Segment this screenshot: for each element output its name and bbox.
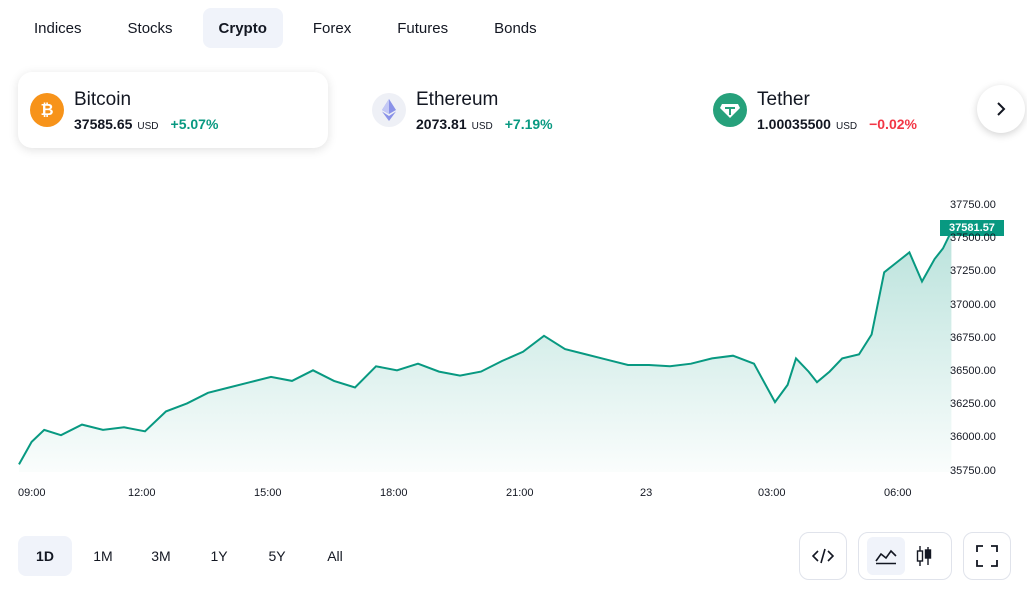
tab-bonds[interactable]: Bonds <box>494 19 537 37</box>
ticker-currency: USD <box>835 120 858 132</box>
tab-crypto[interactable]: Crypto <box>202 8 283 48</box>
candlestick-icon <box>916 546 932 566</box>
y-tick-label: 37250.00 <box>950 265 996 278</box>
ticker-name: Tether <box>757 88 810 110</box>
ticker-card-tether[interactable]: Tether 1.00035500 USD −0.02% <box>713 72 963 148</box>
y-tick-label: 37500.00 <box>950 232 996 245</box>
chevron-right-icon <box>997 102 1006 116</box>
embed-button[interactable] <box>799 532 847 580</box>
tab-futures[interactable]: Futures <box>397 19 449 37</box>
tab-indices[interactable]: Indices <box>34 19 82 37</box>
ticker-card-ethereum[interactable]: Ethereum 2073.81 USD +7.19% <box>372 72 672 148</box>
range-1m[interactable]: 1M <box>93 548 113 564</box>
area-chart-button[interactable] <box>867 537 905 575</box>
range-5y[interactable]: 5Y <box>268 548 286 564</box>
x-tick-label: 12:00 <box>128 487 156 499</box>
market-tabs: Indices Stocks Crypto Forex Futures Bond… <box>18 8 567 48</box>
y-tick-label: 36750.00 <box>950 331 996 344</box>
embed-code-icon <box>812 548 834 564</box>
x-tick-label: 21:00 <box>506 487 534 499</box>
ticker-price: 37585.65 <box>74 115 133 132</box>
x-tick-label: 03:00 <box>758 487 786 499</box>
last-price-tag: 37581.57 <box>940 220 1004 236</box>
y-tick-label: 36500.00 <box>950 365 996 377</box>
range-1d[interactable]: 1D <box>18 536 72 576</box>
fullscreen-button[interactable] <box>963 532 1011 580</box>
svg-text:₿: ₿ <box>40 100 53 119</box>
bitcoin-icon: ₿ <box>30 93 64 127</box>
x-tick-label: 06:00 <box>884 487 912 499</box>
ticker-change: −0.02% <box>869 115 917 132</box>
next-tickers-button[interactable] <box>977 85 1025 133</box>
x-tick-label: 09:00 <box>18 487 46 499</box>
y-tick-label: 37000.00 <box>950 298 996 311</box>
ticker-name: Bitcoin <box>74 88 132 110</box>
ticker-currency: USD <box>137 120 159 132</box>
tether-icon <box>713 93 747 127</box>
ticker-card-bitcoin[interactable]: ₿ Bitcoin 37585.65 USD +5.07% <box>18 72 328 148</box>
tab-stocks[interactable]: Stocks <box>127 19 173 37</box>
x-tick-label: 15:00 <box>254 487 282 499</box>
range-1y[interactable]: 1Y <box>210 548 228 564</box>
area-chart-icon <box>875 549 897 565</box>
ticker-name: Ethereum <box>416 88 499 110</box>
chart-area-fill <box>19 231 952 472</box>
range-all[interactable]: All <box>327 548 343 564</box>
chart-type-switcher <box>858 532 952 580</box>
chart-price-line <box>18 230 953 465</box>
y-tick-label: 36250.00 <box>950 398 996 411</box>
y-tick-label: 37750.00 <box>950 199 996 211</box>
ticker-change: +7.19% <box>504 115 553 132</box>
y-tick-label: 36000.00 <box>950 431 996 444</box>
x-tick-label: 23 <box>640 487 653 499</box>
ticker-price: 1.00035500 <box>757 115 831 132</box>
ticker-change: +5.07% <box>170 115 219 132</box>
range-3m[interactable]: 3M <box>151 548 171 564</box>
price-chart[interactable] <box>0 160 1027 490</box>
y-tick-label: 35750.00 <box>950 464 996 477</box>
ethereum-icon <box>372 93 406 127</box>
ticker-currency: USD <box>471 120 493 132</box>
tab-forex[interactable]: Forex <box>312 19 352 37</box>
ticker-price: 2073.81 <box>416 115 467 132</box>
fullscreen-icon <box>976 545 998 567</box>
range-selector: 1D 1M 3M 1Y 5Y All <box>18 536 366 576</box>
x-tick-label: 18:00 <box>380 487 408 499</box>
candles-chart-button[interactable] <box>905 537 943 575</box>
